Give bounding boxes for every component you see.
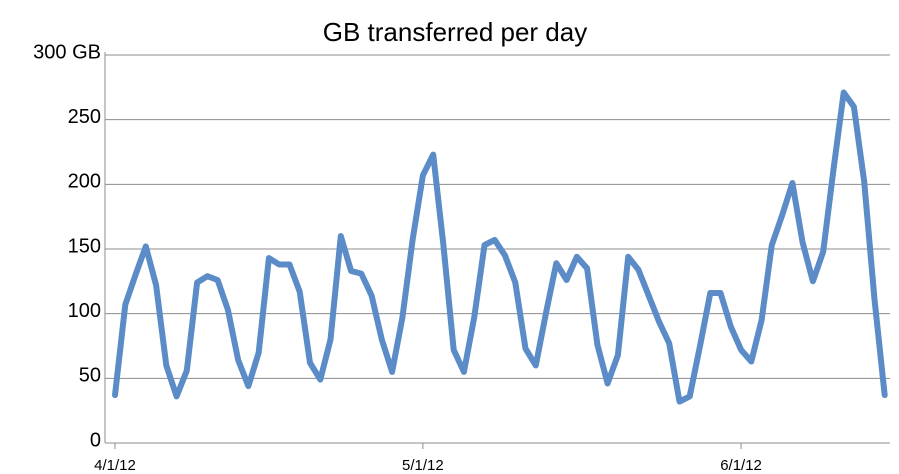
y-tick-label: 200 [68, 171, 101, 193]
y-tick-label: 0 [90, 429, 101, 451]
x-tick-label: 5/1/12 [402, 457, 444, 474]
x-tick-label: 6/1/12 [720, 457, 762, 474]
chart-title: GB transferred per day [323, 17, 587, 47]
y-tick-label: 150 [68, 235, 101, 257]
x-tick-label: 4/1/12 [94, 457, 136, 474]
y-tick-label: 250 [68, 106, 101, 128]
data-line [112, 89, 888, 405]
y-tick-label: 100 [68, 300, 101, 322]
y-tick-label: 50 [79, 365, 101, 387]
y-tick-label: 300 GB [33, 41, 101, 63]
